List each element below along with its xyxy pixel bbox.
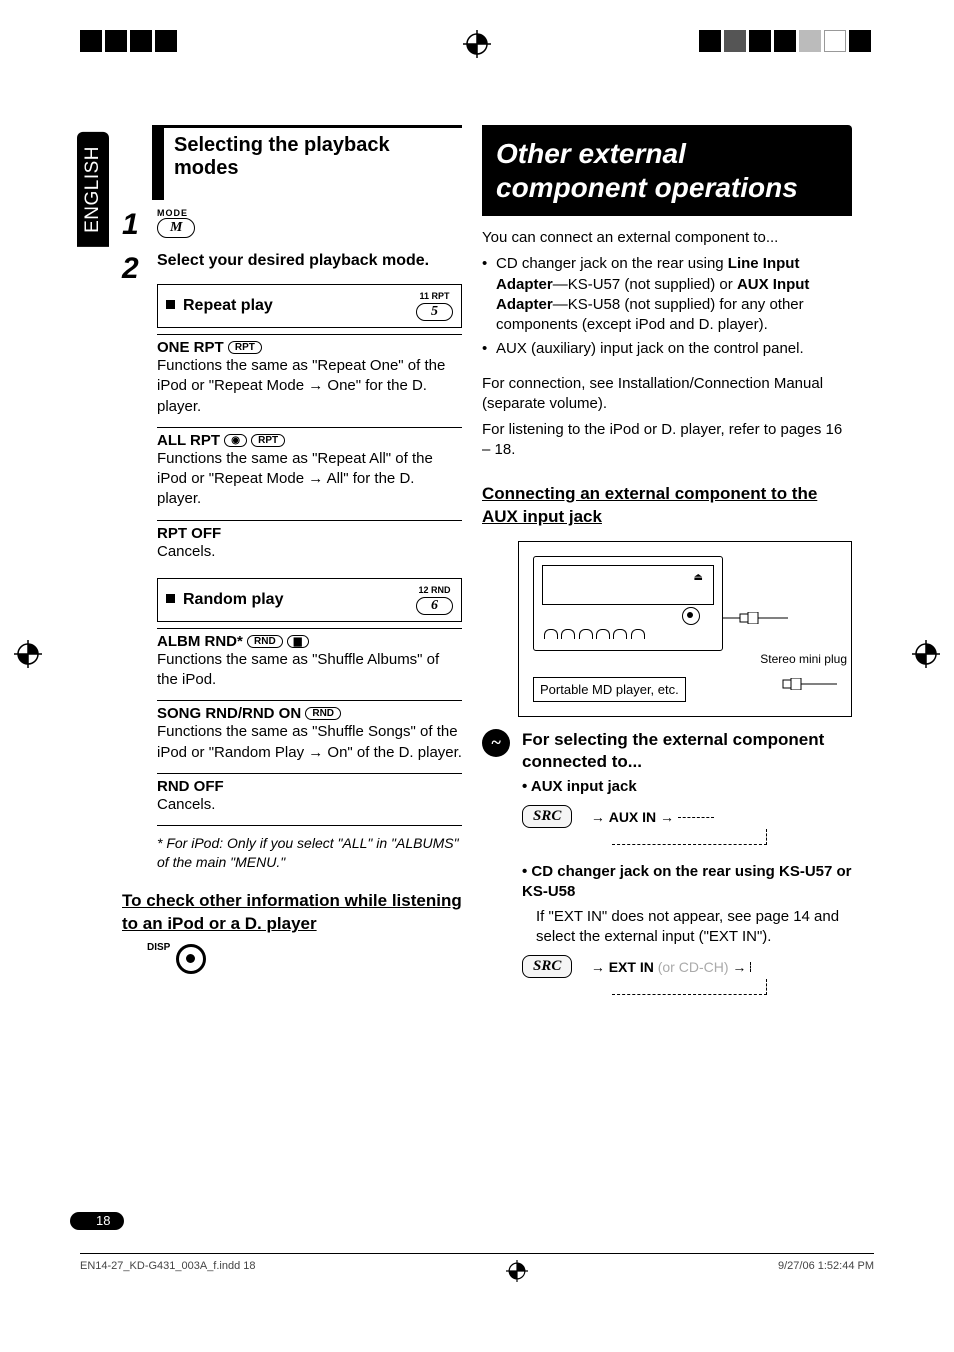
disp-button-icon	[176, 944, 206, 974]
random-play-box: Random play 12 RND 6	[157, 578, 462, 622]
repeat-play-box: Repeat play 11 RPT 5	[157, 284, 462, 328]
song-rnd-desc: Functions the same as "Shuffle Songs" of…	[157, 722, 462, 763]
check-info-heading: To check other information while listeni…	[122, 890, 462, 936]
footer-filename: EN14-27_KD-G431_003A_f.indd 18	[80, 1260, 256, 1282]
ext-flow: → EXT IN (or CD-CH) →	[591, 959, 751, 975]
one-rpt-title: ONE RPT	[157, 339, 224, 356]
rnd-tag: RND	[247, 635, 283, 648]
one-rpt-row: ONE RPT RPT Functions the same as "Repea…	[157, 334, 462, 427]
step-2-num: 2	[122, 252, 139, 286]
page-number: 18	[70, 1212, 124, 1230]
connection-diagram: ⏏ Stereo mini plug Portable MD player, e…	[518, 541, 852, 717]
registration-target	[463, 30, 491, 58]
disp-label: DISP	[147, 942, 170, 953]
aux-input-bullet: • AUX input jack	[522, 777, 852, 797]
disc-tag-icon: ◉	[224, 434, 247, 447]
all-rpt-desc: Functions the same as "Repeat All" of th…	[157, 449, 462, 510]
external-component-heading: Other external component operations	[482, 125, 852, 216]
src-button-2: SRC	[522, 955, 572, 978]
random-play-label: Random play	[183, 591, 283, 608]
mode-label: MODE	[157, 208, 462, 218]
select-component-text: For selecting the external component con…	[522, 729, 852, 773]
bullet-aux: AUX (auxiliary) input jack on the contro…	[496, 339, 852, 359]
ipod-footnote: * For iPod: Only if you select "ALL" in …	[157, 834, 462, 872]
aux-flow: → AUX IN →	[591, 809, 714, 825]
rpt-off-desc: Cancels.	[157, 542, 462, 562]
folder-tag-icon: ▆	[287, 635, 309, 648]
all-rpt-title: ALL RPT	[157, 432, 220, 449]
step-1-num: 1	[122, 208, 139, 242]
rnd-off-desc: Cancels.	[157, 795, 462, 815]
src-button-1: SRC	[522, 805, 572, 828]
song-rnd-row: SONG RND/RND ON RND Functions the same a…	[157, 700, 462, 773]
rpt-off-row: RPT OFF Cancels.	[157, 520, 462, 572]
rpt-off-title: RPT OFF	[157, 525, 462, 542]
cd-changer-bullet: • CD changer jack on the rear using KS-U…	[522, 862, 852, 903]
random-key-btn: 6	[416, 597, 453, 615]
bullet-cd-changer: CD changer jack on the rear using Line I…	[496, 254, 852, 335]
listen-pages-text: For listening to the iPod or D. player, …	[482, 420, 852, 461]
song-rnd-title: SONG RND/RND ON	[157, 705, 301, 722]
repeat-play-label: Repeat play	[183, 297, 273, 314]
intro-text: You can connect an external component to…	[482, 228, 852, 248]
step-2-text: Select your desired playback mode.	[157, 252, 462, 270]
rpt-tag: RPT	[228, 341, 262, 354]
albm-rnd-desc: Functions the same as "Shuffle Albums" o…	[157, 650, 462, 691]
md-player-label: Portable MD player, etc.	[533, 677, 686, 702]
plug-cable-1	[722, 612, 788, 624]
stereo-plug-label: Stereo mini plug	[760, 652, 847, 666]
print-footer: EN14-27_KD-G431_003A_f.indd 18 9/27/06 1…	[80, 1253, 874, 1282]
rnd-tag-2: RND	[305, 707, 341, 720]
all-rpt-row: ALL RPT ◉ RPT Functions the same as "Rep…	[157, 427, 462, 520]
albm-rnd-row: ALBM RND* RND ▆ Functions the same as "S…	[157, 628, 462, 701]
footer-timestamp: 9/27/06 1:52:44 PM	[778, 1260, 874, 1282]
language-tab: ENGLISH	[77, 132, 109, 247]
m-button-icon: M	[157, 218, 195, 238]
connection-manual-text: For connection, see Installation/Connect…	[482, 374, 852, 415]
rpt-tag-2: RPT	[251, 434, 285, 447]
albm-rnd-title: ALBM RND*	[157, 633, 243, 650]
plug-cable-2	[771, 678, 837, 690]
repeat-key-btn: 5	[416, 303, 453, 321]
rnd-off-title: RND OFF	[157, 778, 462, 795]
one-rpt-desc: Functions the same as "Repeat One" of th…	[157, 356, 462, 417]
step-circle-1: ~	[482, 729, 510, 757]
rnd-off-row: RND OFF Cancels.	[157, 773, 462, 826]
connecting-aux-heading: Connecting an external component to the …	[482, 483, 852, 529]
ext-in-note: If "EXT IN" does not appear, see page 14…	[536, 907, 852, 948]
registration-target-right	[912, 640, 940, 668]
registration-target-left	[14, 640, 42, 668]
repeat-key-num: 11 RPT	[416, 291, 453, 301]
playback-modes-heading: Selecting the playback modes	[152, 125, 462, 200]
footer-target-icon	[506, 1260, 528, 1282]
random-key-num: 12 RND	[416, 585, 453, 595]
